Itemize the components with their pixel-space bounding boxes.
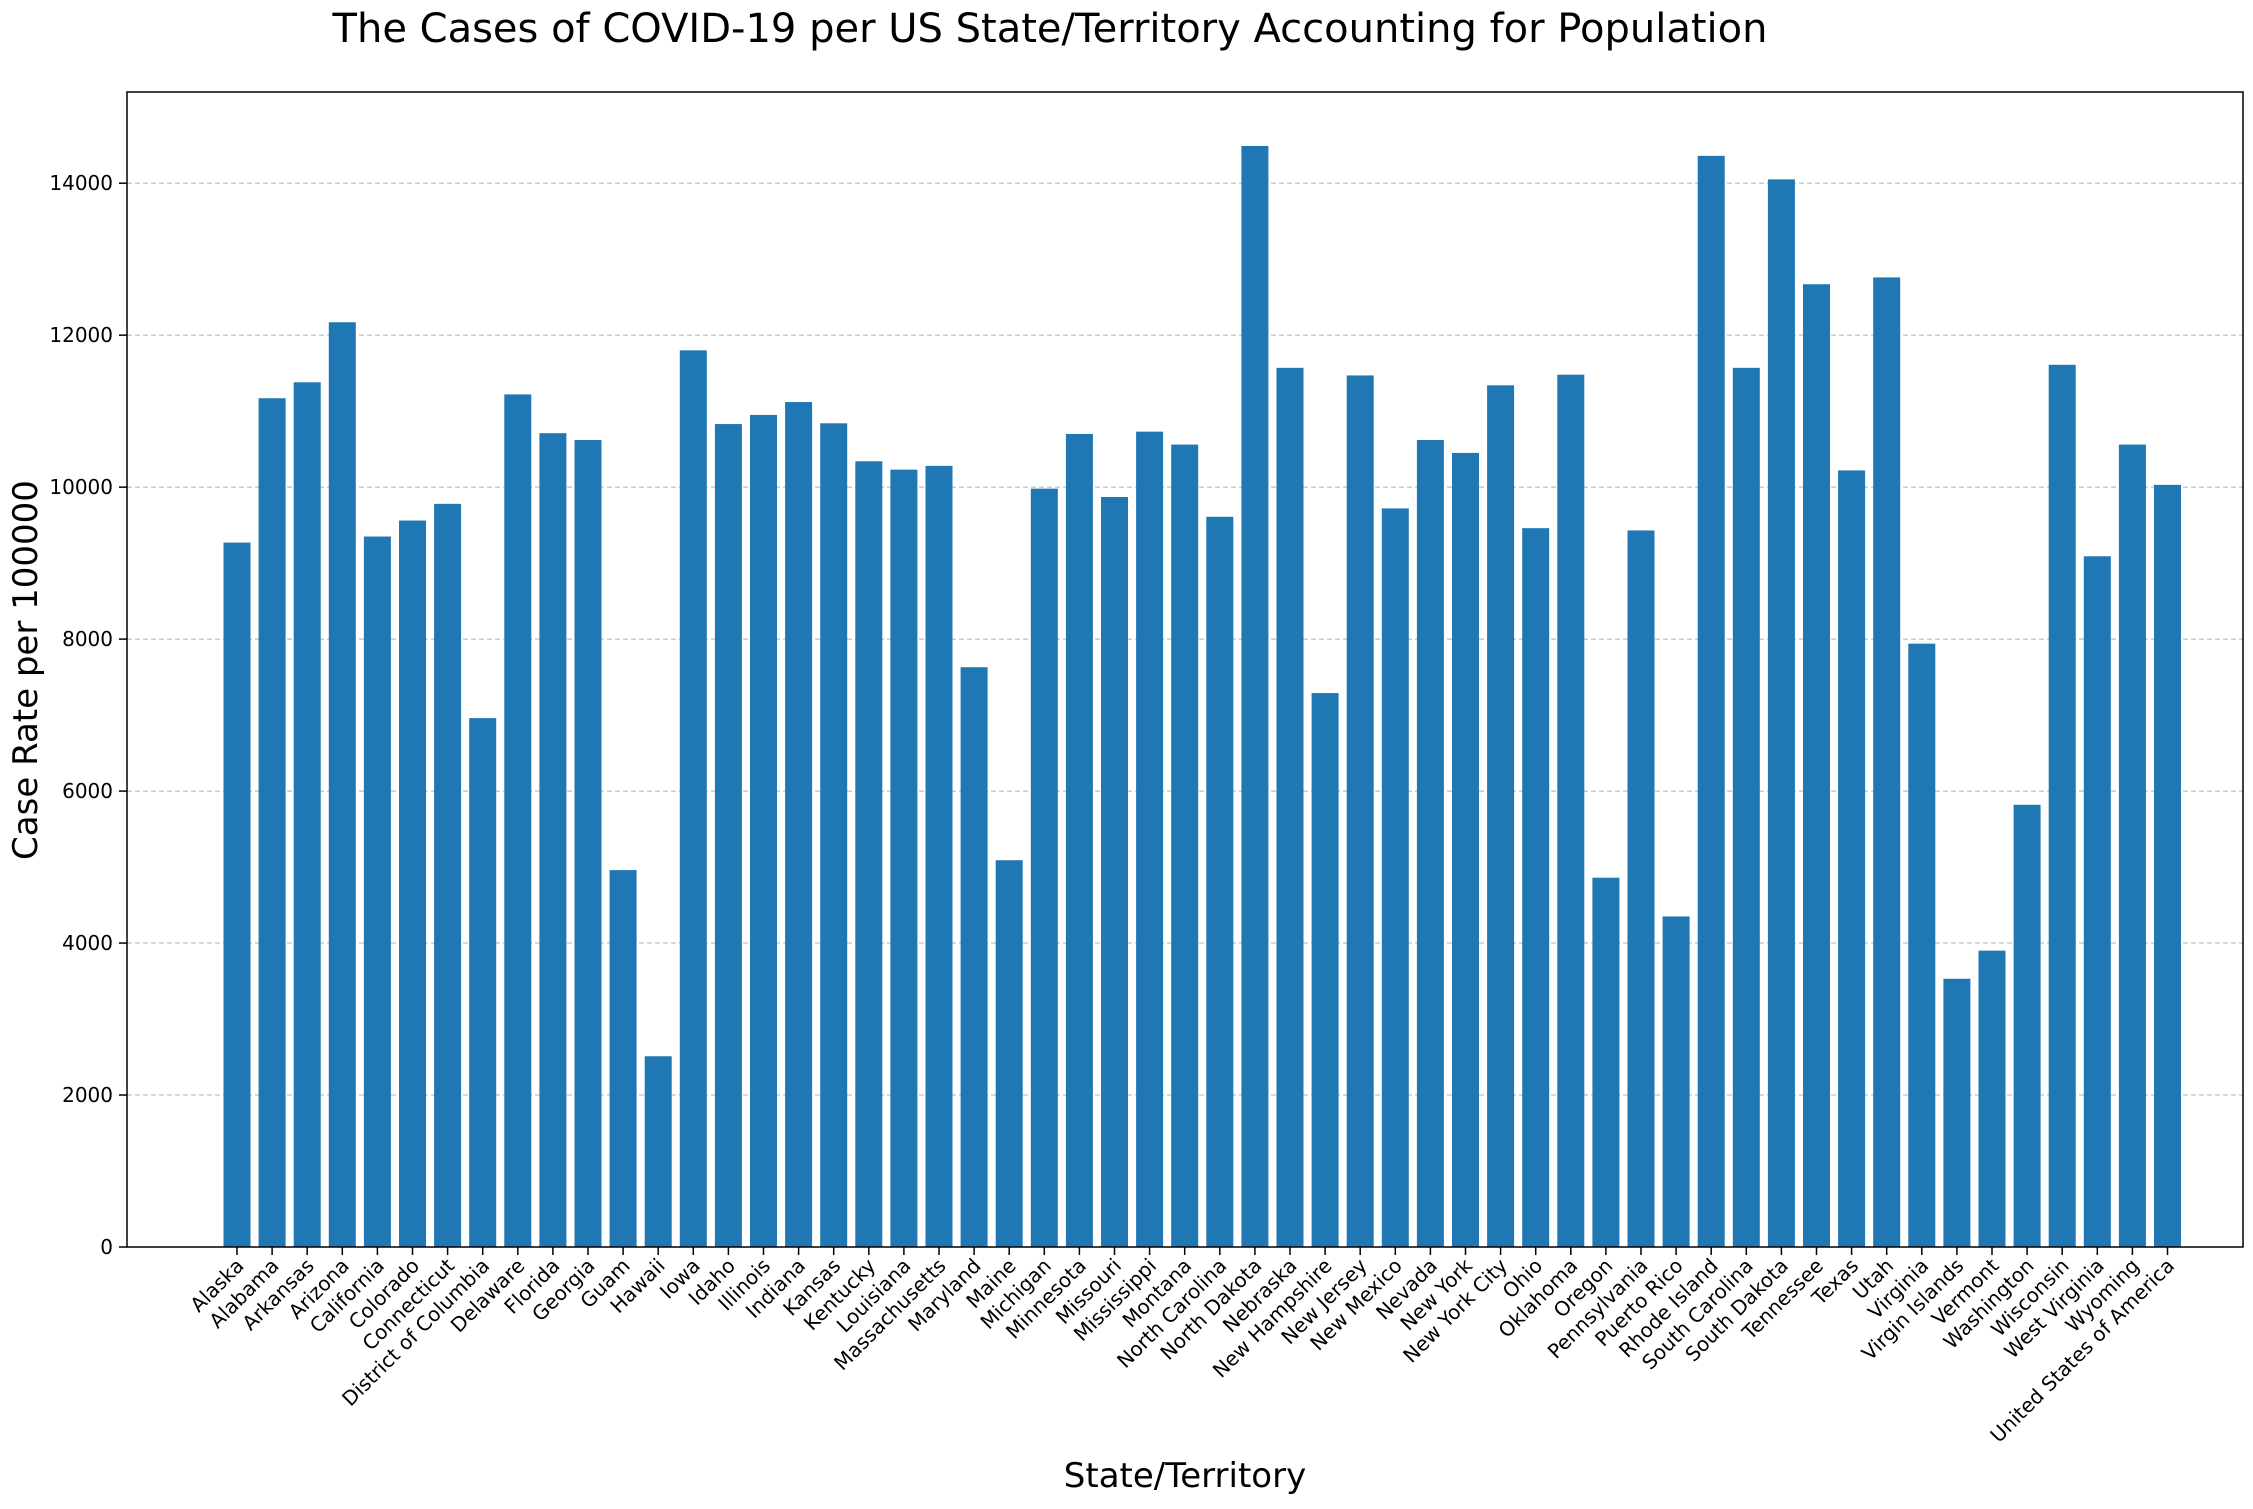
bar: [785, 402, 813, 1247]
bar: [820, 423, 848, 1248]
bar: [925, 465, 953, 1248]
bar: [363, 536, 391, 1247]
bar: [504, 394, 532, 1248]
bar: [223, 542, 251, 1247]
bar: [469, 718, 497, 1247]
bar: [293, 382, 321, 1247]
bar: [328, 322, 356, 1248]
bar: [1065, 433, 1093, 1247]
bar: [2083, 556, 2111, 1247]
bar: [1276, 367, 1304, 1247]
y-tick-label: 8000: [62, 627, 113, 651]
bar: [2118, 444, 2146, 1247]
bar: [995, 860, 1023, 1247]
bar: [1873, 277, 1901, 1247]
bar: [2048, 364, 2076, 1248]
y-axis: 0 2000 4000 6000 8000 10000 12000 14000: [49, 171, 127, 1259]
bar: [750, 414, 777, 1247]
bar: [1592, 877, 1620, 1247]
bar: [1030, 488, 1058, 1247]
bar: [1697, 155, 1725, 1247]
y-tick-label: 6000: [62, 779, 113, 803]
bar: [1943, 978, 1971, 1247]
y-tick-label: 4000: [62, 931, 113, 955]
bar: [1908, 643, 1936, 1247]
bar: [1416, 440, 1444, 1247]
y-tick-label: 12000: [49, 323, 113, 347]
bar: [1522, 528, 1550, 1247]
bar: [574, 440, 602, 1247]
bar: [1838, 470, 1866, 1248]
y-tick-label: 14000: [49, 171, 113, 195]
bar: [1171, 444, 1199, 1247]
bar: [1206, 516, 1234, 1247]
bar: [434, 503, 462, 1247]
bar: [1381, 508, 1409, 1247]
bar: [1452, 452, 1479, 1247]
bar: [1311, 693, 1339, 1247]
bar: [714, 424, 742, 1247]
bar: [1627, 530, 1655, 1247]
bar: [1346, 375, 1374, 1247]
bar: [399, 520, 426, 1247]
y-axis-label: Case Rate per 100000: [6, 480, 46, 860]
y-tick-label: 10000: [49, 475, 113, 499]
y-tick-label: 0: [100, 1235, 113, 1259]
bar: [855, 461, 883, 1248]
bar: [1978, 950, 2006, 1247]
bar: [1732, 367, 1760, 1247]
bar: [1803, 284, 1830, 1247]
bar: [1136, 431, 1164, 1247]
bar: [644, 1056, 672, 1247]
bar: [1662, 916, 1690, 1247]
bar: [1557, 374, 1585, 1248]
bar: [1101, 497, 1128, 1247]
bar: [609, 870, 637, 1247]
bar: [960, 667, 988, 1247]
bar: [1487, 385, 1515, 1247]
bars-layer: [223, 145, 2181, 1248]
bar: [539, 433, 567, 1247]
x-axis-label: State/Territory: [1064, 1456, 1306, 1496]
bar: [2154, 484, 2181, 1248]
bar: [1241, 145, 1269, 1247]
y-tick-label: 2000: [62, 1083, 113, 1107]
chart-title: The Cases of COVID-19 per US State/Terri…: [332, 6, 1768, 52]
bar: [890, 469, 918, 1247]
bar: [1767, 179, 1795, 1247]
bar: [2013, 804, 2041, 1247]
bar: [679, 350, 707, 1248]
bar: [258, 398, 286, 1248]
